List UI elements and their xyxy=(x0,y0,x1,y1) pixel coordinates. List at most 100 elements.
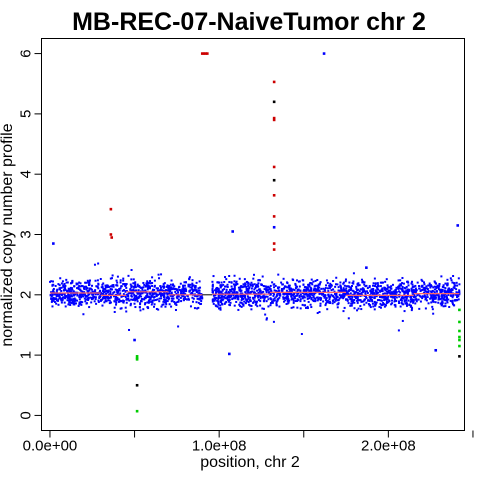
bulk-point xyxy=(156,293,159,296)
bulk-point xyxy=(305,288,308,291)
bulk-point xyxy=(403,286,406,289)
bulk-point xyxy=(273,286,276,289)
bulk-point xyxy=(214,297,217,300)
bulk-point xyxy=(266,286,269,289)
bulk-point xyxy=(310,297,313,300)
bulk-point xyxy=(236,297,239,300)
bulk-point xyxy=(188,290,191,293)
bulk-point xyxy=(310,298,313,301)
bulk-point xyxy=(316,284,319,287)
bulk-point xyxy=(283,292,286,295)
bulk-point xyxy=(146,306,149,309)
bulk-point xyxy=(355,297,358,300)
bulk-point xyxy=(322,287,325,290)
bulk-point xyxy=(400,301,403,304)
bulk-point xyxy=(278,296,281,299)
bulk-point xyxy=(217,288,220,291)
bulk-point xyxy=(271,300,274,303)
bulk-point xyxy=(447,298,450,301)
bulk-point xyxy=(148,296,151,299)
bulk-point xyxy=(350,302,353,305)
bulk-point xyxy=(238,289,241,292)
bulk-point xyxy=(438,283,441,286)
bulk-point xyxy=(440,275,443,278)
bulk-point xyxy=(253,299,256,302)
bulk-point xyxy=(318,292,321,295)
bulk-point xyxy=(50,297,53,300)
bulk-point xyxy=(349,292,352,295)
bulk-point xyxy=(146,281,149,284)
bulk-point xyxy=(182,288,185,291)
bulk-point xyxy=(285,302,288,305)
bulk-point xyxy=(369,290,372,293)
bulk-point xyxy=(349,304,352,307)
bulk-point xyxy=(75,302,78,305)
bulk-point xyxy=(356,299,359,302)
bulk-point xyxy=(115,297,118,300)
bulk-point xyxy=(331,302,334,305)
bulk-point xyxy=(341,296,344,299)
bulk-point xyxy=(269,304,272,307)
bulk-point xyxy=(402,282,405,285)
bulk-point xyxy=(404,290,407,293)
bulk-point xyxy=(192,290,195,293)
bulk-point xyxy=(403,310,406,313)
bulk-point xyxy=(243,278,246,281)
bulk-point xyxy=(267,298,270,301)
bulk-point xyxy=(62,289,65,292)
bulk-point xyxy=(68,299,71,302)
bulk-point xyxy=(233,286,236,289)
bulk-point xyxy=(445,298,448,301)
bulk-point xyxy=(150,294,153,297)
bulk-point xyxy=(253,291,256,294)
bulk-point xyxy=(327,301,330,304)
bulk-point xyxy=(191,296,194,299)
bulk-point xyxy=(273,283,276,286)
bulk-point xyxy=(303,286,306,289)
bulk-point xyxy=(69,303,72,306)
bulk-point xyxy=(135,298,138,301)
bulk-point xyxy=(437,286,440,289)
bulk-point xyxy=(307,300,310,303)
bulk-point xyxy=(250,308,253,311)
bulk-point xyxy=(80,293,83,296)
bulk-point xyxy=(403,300,406,303)
bulk-point xyxy=(397,286,400,289)
bulk-point xyxy=(89,287,92,290)
bulk-point xyxy=(269,284,272,287)
bulk-point xyxy=(263,300,266,303)
bulk-point xyxy=(295,285,298,288)
bulk-point xyxy=(371,293,374,296)
bulk-point xyxy=(117,289,120,292)
bulk-point xyxy=(239,295,242,298)
bulk-point xyxy=(286,295,289,298)
bulk-point xyxy=(301,292,304,295)
bulk-point xyxy=(211,284,214,287)
bulk-point xyxy=(249,304,252,307)
bulk-point xyxy=(390,291,393,294)
bulk-point xyxy=(262,296,265,299)
bulk-point xyxy=(101,292,104,295)
bulk-point xyxy=(328,300,331,303)
bulk-point xyxy=(356,295,359,298)
bulk-point xyxy=(408,288,411,291)
bulk-point xyxy=(233,288,236,291)
bulk-point xyxy=(53,297,56,300)
bulk-point xyxy=(72,299,75,302)
bulk-point xyxy=(262,307,265,310)
bulk-point xyxy=(287,286,290,289)
bulk-point xyxy=(226,283,229,286)
gain-point xyxy=(272,165,276,169)
bulk-point xyxy=(387,295,390,298)
bulk-point xyxy=(70,294,73,297)
bulk-point xyxy=(72,290,75,293)
gain-point xyxy=(200,52,204,55)
bulk-point xyxy=(299,307,302,310)
bulk-point xyxy=(268,287,271,290)
bulk-point xyxy=(66,299,69,302)
bulk-point xyxy=(351,300,354,303)
bulk-point xyxy=(297,298,300,301)
bulk-point xyxy=(258,279,261,282)
bulk-point xyxy=(241,286,244,289)
bulk-point xyxy=(118,287,121,290)
